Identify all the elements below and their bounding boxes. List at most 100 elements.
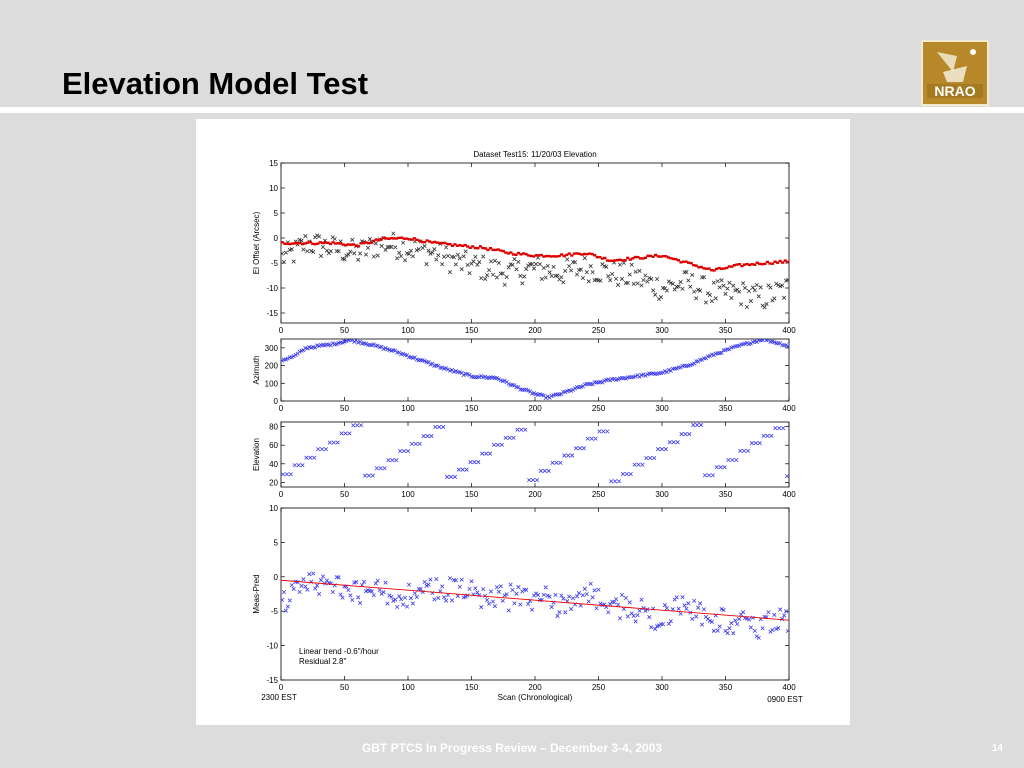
data-point-0 <box>621 260 626 266</box>
data-point-3 <box>594 606 599 611</box>
data-point-2 <box>386 458 391 463</box>
data-point-0 <box>487 268 492 273</box>
data-point-0 <box>572 260 578 265</box>
data-point-3 <box>498 584 503 589</box>
data-point-3 <box>418 586 423 592</box>
data-point-0 <box>427 240 432 243</box>
data-point-0 <box>478 245 482 248</box>
x-tick-label-3: 400 <box>782 683 796 692</box>
data-point-0 <box>531 266 537 271</box>
data-point-1 <box>641 372 646 377</box>
data-point-3 <box>772 612 777 617</box>
data-point-0 <box>631 257 635 260</box>
y-tick-label-0: 0 <box>274 234 279 243</box>
data-point-3 <box>492 604 498 609</box>
data-point-0 <box>765 260 770 264</box>
data-point-0 <box>457 256 462 261</box>
data-point-0 <box>331 241 335 244</box>
data-point-3 <box>455 593 460 599</box>
data-point-0 <box>445 242 449 246</box>
data-point-2 <box>398 449 403 454</box>
data-point-0 <box>563 268 568 273</box>
data-point-3 <box>385 601 390 606</box>
data-point-0 <box>672 287 677 292</box>
data-point-3 <box>297 589 302 595</box>
data-point-0 <box>537 262 542 267</box>
data-point-1 <box>444 366 449 371</box>
data-point-0 <box>481 246 485 250</box>
x-tick-label-0: 300 <box>655 326 669 335</box>
data-point-3 <box>465 593 470 598</box>
data-point-3 <box>291 586 296 591</box>
data-point-0 <box>584 270 589 275</box>
data-point-0 <box>316 242 320 245</box>
data-point-0 <box>442 254 447 259</box>
data-point-1 <box>422 358 427 363</box>
data-point-2 <box>487 451 493 456</box>
data-point-0 <box>717 266 721 270</box>
data-point-0 <box>655 276 660 282</box>
data-point-3 <box>281 597 285 602</box>
data-point-3 <box>311 571 316 576</box>
x-tick-label-0: 350 <box>719 326 733 335</box>
data-point-2 <box>616 479 622 484</box>
data-point-2 <box>300 463 305 468</box>
data-point-2 <box>589 436 594 441</box>
data-point-3 <box>563 610 568 615</box>
data-point-3 <box>733 618 738 623</box>
data-point-0 <box>721 283 726 288</box>
data-point-3 <box>483 593 488 598</box>
data-point-0 <box>341 243 345 246</box>
data-point-0 <box>614 276 619 281</box>
data-point-2 <box>585 436 590 441</box>
data-point-0 <box>367 242 371 245</box>
data-point-0 <box>552 255 556 258</box>
data-point-3 <box>670 607 675 612</box>
data-point-3 <box>668 619 673 624</box>
data-point-0 <box>374 238 378 241</box>
data-point-0 <box>600 257 604 260</box>
plot-layer-0 <box>281 231 789 310</box>
data-point-0 <box>342 257 347 262</box>
data-point-3 <box>504 592 509 597</box>
data-point-3 <box>582 586 587 591</box>
data-point-1 <box>289 355 294 360</box>
y-tick-label-3: -15 <box>266 676 278 685</box>
data-point-3 <box>649 625 654 630</box>
data-point-0 <box>348 249 353 254</box>
x-tick-label-2: 300 <box>655 490 669 499</box>
x-tick-label-2: 250 <box>592 490 606 499</box>
y-tick-label-3: 10 <box>269 504 278 513</box>
data-point-3 <box>533 591 539 596</box>
data-point-3 <box>496 589 501 594</box>
data-point-1 <box>305 346 310 351</box>
x-tick-label-0: 50 <box>340 326 349 335</box>
y-tick-label-3: 5 <box>274 538 279 547</box>
data-point-0 <box>585 252 589 256</box>
data-point-0 <box>504 274 509 280</box>
data-point-3 <box>487 601 492 606</box>
data-point-3 <box>526 601 531 607</box>
x-tick-label-1: 300 <box>655 404 669 413</box>
data-point-0 <box>542 255 546 258</box>
data-point-0 <box>281 241 284 244</box>
data-point-0 <box>605 259 609 262</box>
footer-text: GBT PTCS In Progress Review – December 3… <box>361 741 663 755</box>
data-point-3 <box>467 586 472 592</box>
data-point-1 <box>719 350 724 355</box>
data-point-3 <box>701 607 707 612</box>
data-point-0 <box>532 255 536 258</box>
x-tick-label-1: 200 <box>528 404 542 413</box>
data-point-3 <box>664 606 669 611</box>
data-point-3 <box>694 614 699 619</box>
data-point-3 <box>350 597 355 603</box>
data-point-0 <box>514 267 519 272</box>
data-point-3 <box>625 614 630 619</box>
data-point-0 <box>349 243 353 246</box>
data-point-0 <box>727 265 731 268</box>
data-point-0 <box>334 242 338 245</box>
data-point-2 <box>648 455 653 461</box>
data-point-2 <box>281 472 286 477</box>
data-point-1 <box>383 345 388 351</box>
data-point-0 <box>565 253 569 257</box>
